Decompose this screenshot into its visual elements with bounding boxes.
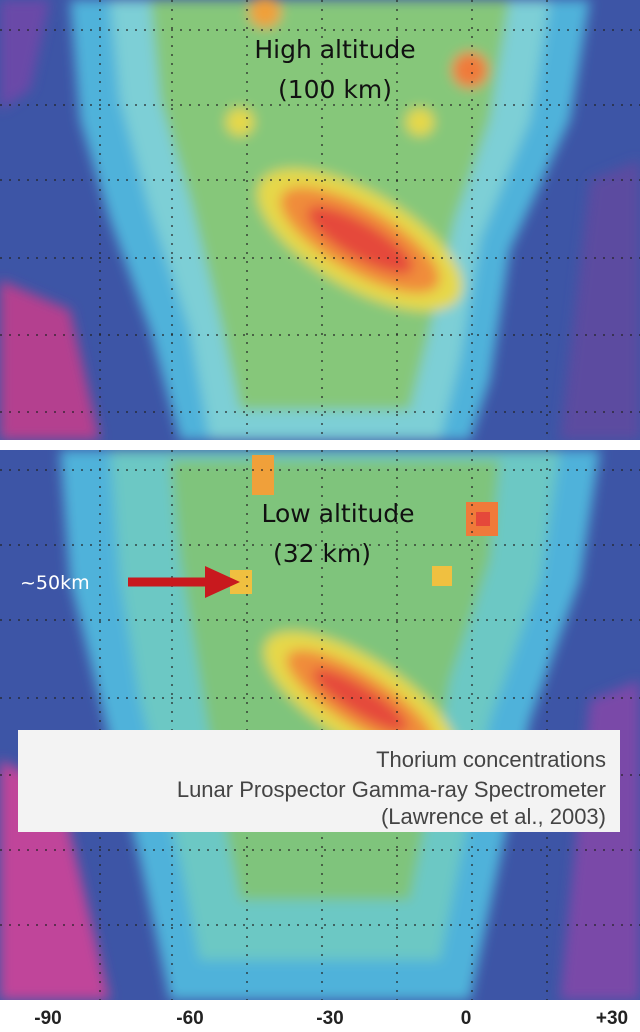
axis-label: -60	[176, 1008, 203, 1029]
caption-line: Lunar Prospector Gamma-ray Spectrometer	[177, 777, 606, 802]
x-axis: -90 -60 -30 0 +30	[34, 1008, 628, 1029]
hot-spot	[476, 512, 490, 526]
bottom-map: Low altitude (32 km) ~50km Thorium conce…	[0, 450, 640, 1000]
hot-spot	[452, 52, 488, 88]
arrow-label: ~50km	[20, 572, 90, 594]
caption-citation: (Lawrence et al., 2003)	[381, 804, 606, 829]
hot-spot	[406, 108, 434, 136]
hot-spot	[432, 566, 452, 586]
panel-title: Low altitude	[261, 499, 414, 528]
axis-label: -90	[34, 1008, 61, 1029]
panel-subtitle: (100 km)	[278, 75, 392, 104]
panel-subtitle: (32 km)	[273, 539, 371, 568]
body: High altitude (100 km) Low altitude (32 …	[0, 0, 640, 1032]
axis-label: +30	[596, 1008, 628, 1029]
page: {"top_panel": {"title": "High altitude",…	[0, 0, 640, 1032]
top-map: High altitude (100 km)	[0, 0, 640, 440]
panel-title: High altitude	[254, 35, 415, 64]
axis-label: 0	[461, 1008, 472, 1029]
axis-label: -30	[316, 1008, 343, 1029]
hot-spot	[226, 108, 254, 136]
hot-spot	[252, 455, 274, 495]
figure: High altitude (100 km) Low altitude (32 …	[0, 0, 640, 1032]
caption-line: Thorium concentrations	[376, 747, 606, 772]
